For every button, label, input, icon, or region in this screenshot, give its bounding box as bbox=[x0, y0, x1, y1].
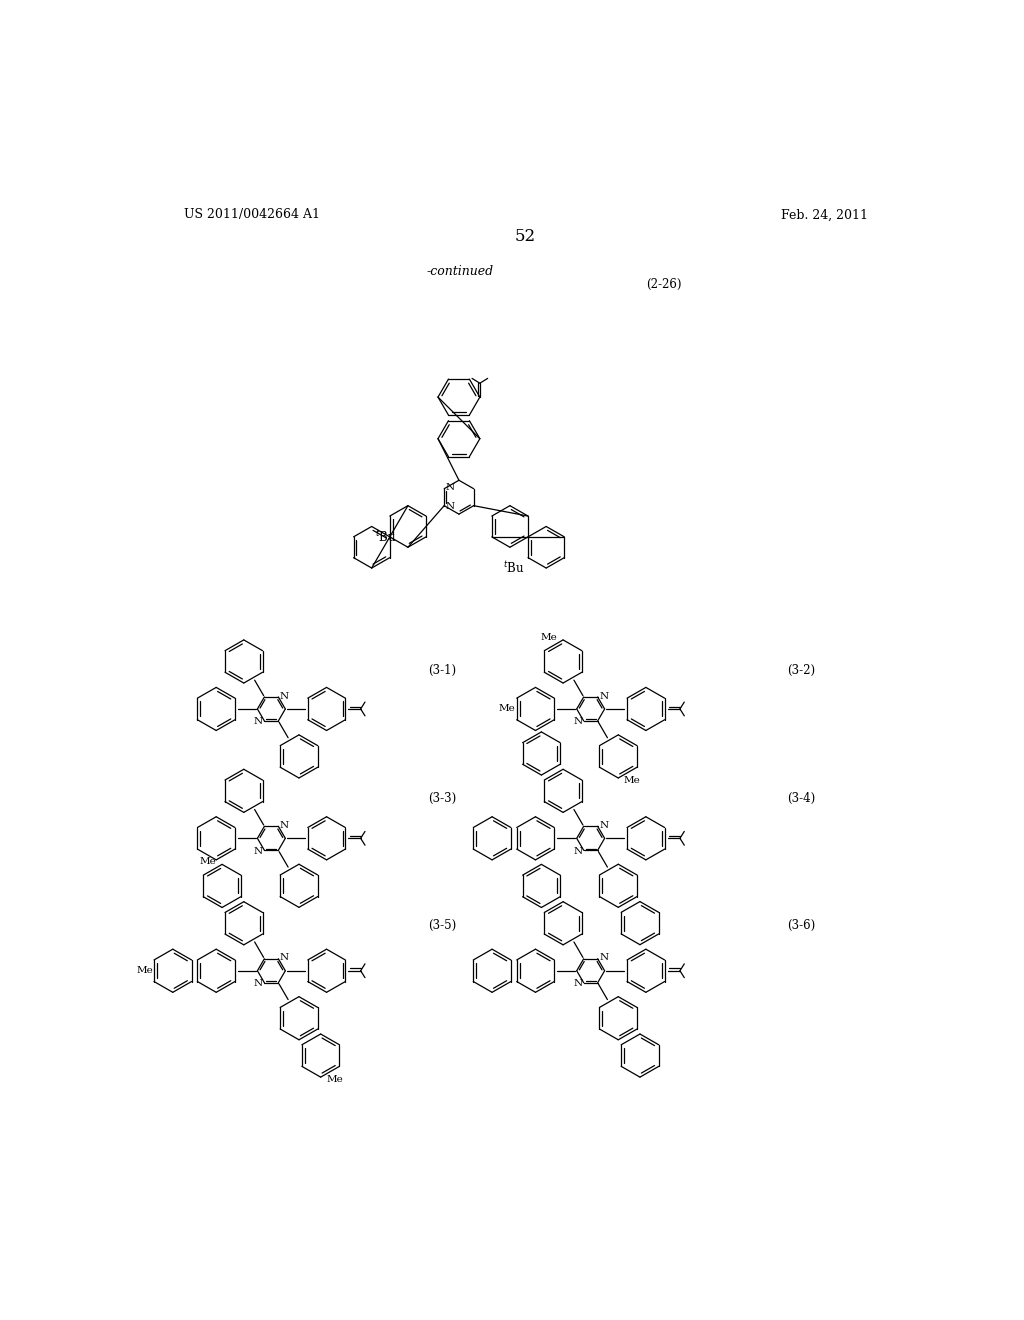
Text: (3-6): (3-6) bbox=[787, 919, 816, 932]
Text: N: N bbox=[599, 692, 608, 701]
Text: Me: Me bbox=[624, 776, 641, 785]
Text: (3-1): (3-1) bbox=[428, 664, 456, 677]
Text: Me: Me bbox=[327, 1076, 343, 1084]
Text: N: N bbox=[599, 821, 608, 830]
Text: -continued: -continued bbox=[426, 264, 494, 277]
Text: N: N bbox=[280, 821, 289, 830]
Text: US 2011/0042664 A1: US 2011/0042664 A1 bbox=[183, 209, 319, 222]
Text: Me: Me bbox=[200, 857, 216, 866]
Text: $^{t}$Bu: $^{t}$Bu bbox=[504, 560, 525, 576]
Text: N: N bbox=[280, 953, 289, 962]
Text: (3-4): (3-4) bbox=[787, 792, 816, 805]
Text: (3-3): (3-3) bbox=[428, 792, 456, 805]
Text: N: N bbox=[254, 717, 263, 726]
Text: N: N bbox=[573, 979, 583, 989]
Text: N: N bbox=[254, 979, 263, 989]
Text: N: N bbox=[599, 953, 608, 962]
Text: $^{t}$Bu: $^{t}$Bu bbox=[375, 529, 396, 544]
Text: 52: 52 bbox=[514, 227, 536, 244]
Text: Me: Me bbox=[499, 705, 516, 713]
Text: N: N bbox=[573, 846, 583, 855]
Text: Me: Me bbox=[541, 632, 557, 642]
Text: N: N bbox=[573, 717, 583, 726]
Text: Me: Me bbox=[136, 966, 153, 975]
Text: (3-5): (3-5) bbox=[428, 919, 456, 932]
Text: Feb. 24, 2011: Feb. 24, 2011 bbox=[781, 209, 868, 222]
Text: N: N bbox=[445, 502, 455, 511]
Text: N: N bbox=[445, 483, 455, 492]
Text: (2-26): (2-26) bbox=[646, 277, 681, 290]
Text: (3-2): (3-2) bbox=[787, 664, 816, 677]
Text: N: N bbox=[280, 692, 289, 701]
Text: N: N bbox=[254, 846, 263, 855]
